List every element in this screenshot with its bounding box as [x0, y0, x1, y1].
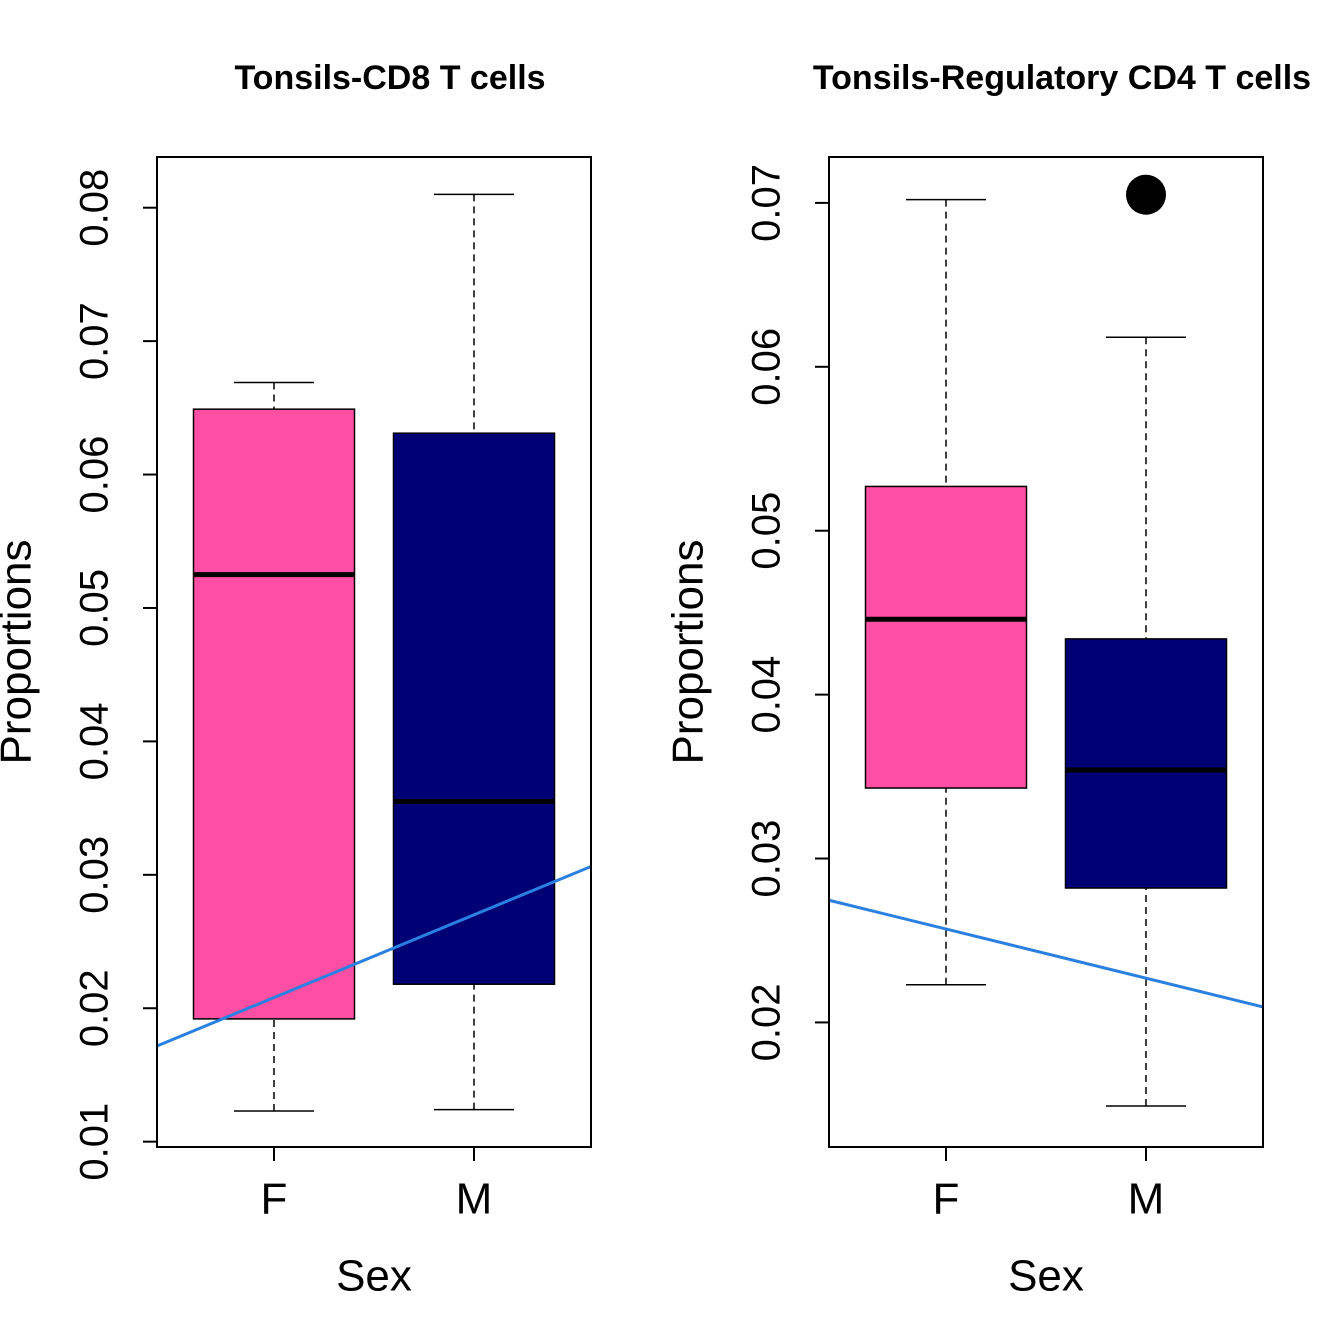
box	[1064, 638, 1228, 889]
box	[192, 408, 356, 1020]
y-tick-label: 0.05	[73, 569, 117, 647]
y-tick-label: 0.07	[745, 164, 789, 242]
y-tick-label: 0.04	[73, 702, 117, 780]
plot-frame	[828, 156, 1264, 1148]
outlier	[1126, 174, 1166, 215]
y-tick-label: 0.08	[73, 169, 117, 247]
plot-frame	[156, 156, 592, 1148]
y-tick-label: 0.03	[745, 820, 789, 898]
trend-line	[828, 898, 1264, 1009]
y-tick-label: 0.06	[745, 328, 789, 406]
x-axis-label: Sex	[336, 1252, 412, 1301]
box	[392, 432, 556, 985]
y-axis-label: Proportions	[664, 539, 713, 764]
y-tick-label: 0.06	[73, 436, 117, 514]
y-tick-label: 0.04	[745, 656, 789, 734]
y-tick-label: 0.07	[73, 302, 117, 380]
y-tick-label: 0.03	[73, 836, 117, 914]
x-tick-label: M	[1128, 1175, 1165, 1224]
y-tick-label: 0.02	[745, 984, 789, 1062]
y-tick-label: 0.02	[73, 969, 117, 1047]
x-tick-label: M	[456, 1175, 493, 1224]
y-tick-label: 0.05	[745, 492, 789, 570]
x-axis-label: Sex	[1008, 1252, 1084, 1301]
chart-title: Tonsils-CD8 T cells	[234, 59, 545, 97]
box	[864, 485, 1028, 789]
y-axis-label: Proportions	[0, 539, 41, 764]
chart-title: Tonsils-Regulatory CD4 T cells	[813, 59, 1311, 97]
x-tick-label: F	[933, 1175, 960, 1224]
x-tick-label: F	[261, 1175, 288, 1224]
y-tick-label: 0.01	[73, 1103, 117, 1181]
trend-line	[156, 865, 592, 1048]
